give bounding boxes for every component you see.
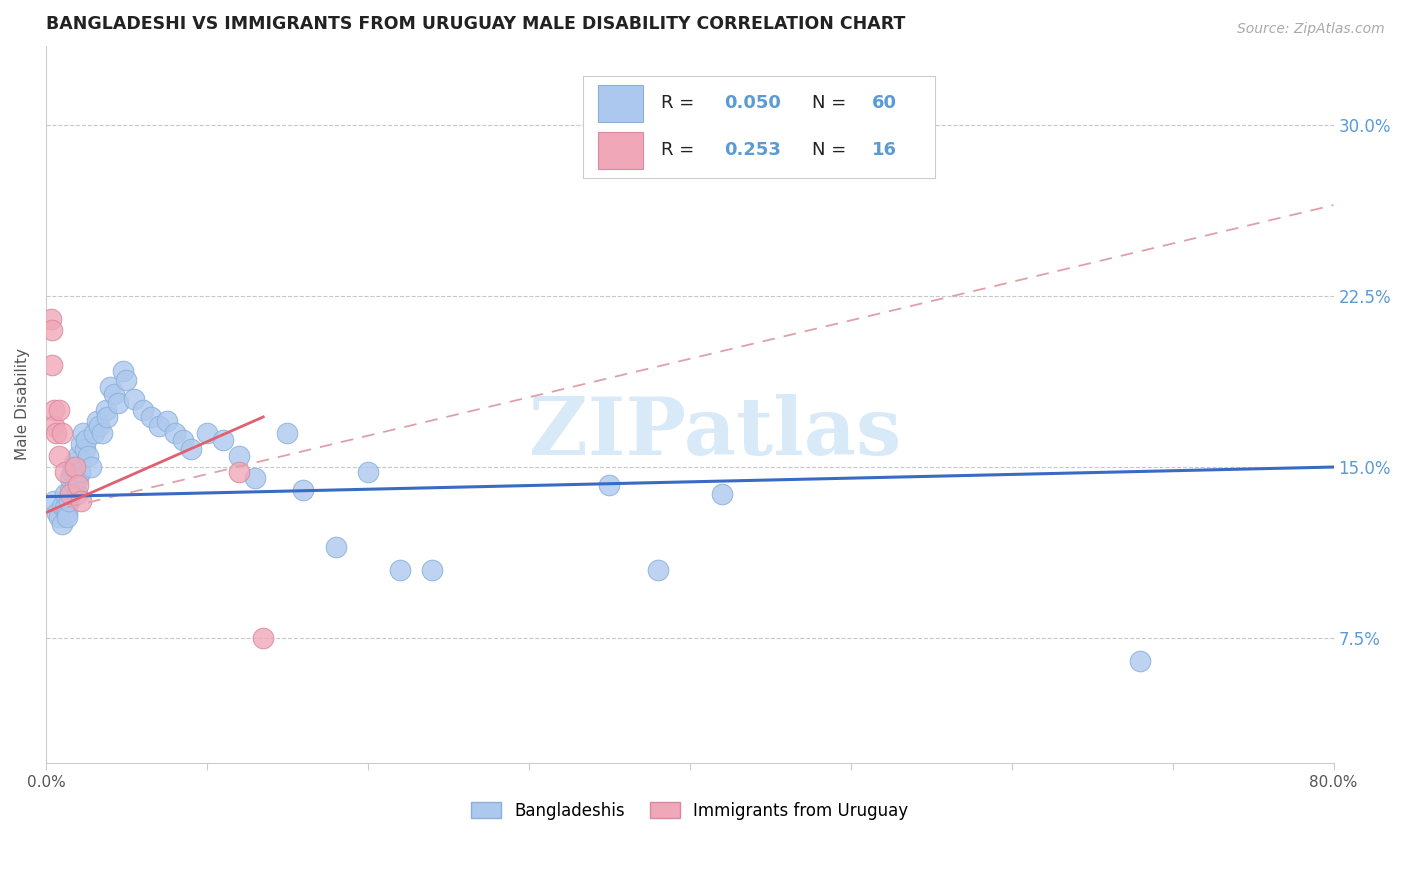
Point <box>163 425 186 440</box>
Point <box>62 460 84 475</box>
Point <box>70 437 93 451</box>
Point <box>51 425 73 440</box>
Point <box>124 392 146 406</box>
Point <box>276 425 298 440</box>
Point <box>389 562 412 576</box>
Point <box>48 449 70 463</box>
Text: N =: N = <box>813 141 852 159</box>
Text: 0.050: 0.050 <box>724 94 780 112</box>
Point <box>41 323 63 337</box>
Point <box>63 460 86 475</box>
Point <box>647 562 669 576</box>
Point <box>70 494 93 508</box>
Point <box>180 442 202 456</box>
Point <box>73 442 96 456</box>
Point <box>292 483 315 497</box>
Point <box>148 419 170 434</box>
Point <box>115 374 138 388</box>
Point <box>245 471 267 485</box>
Point <box>67 449 90 463</box>
Point <box>96 409 118 424</box>
Point <box>75 433 97 447</box>
Point <box>107 396 129 410</box>
Point <box>139 409 162 424</box>
Legend: Bangladeshis, Immigrants from Uruguay: Bangladeshis, Immigrants from Uruguay <box>464 795 915 827</box>
Point <box>598 478 620 492</box>
Point <box>51 516 73 531</box>
Point <box>872 129 894 144</box>
Point <box>1129 654 1152 668</box>
Text: 60: 60 <box>872 94 897 112</box>
Point <box>58 494 80 508</box>
Point <box>48 403 70 417</box>
Point <box>112 364 135 378</box>
Point <box>228 449 250 463</box>
Point <box>76 449 98 463</box>
Point <box>325 540 347 554</box>
Point <box>45 425 67 440</box>
Point <box>56 506 79 520</box>
Bar <box>598 85 644 122</box>
Text: ZIPatlas: ZIPatlas <box>530 394 901 472</box>
Point <box>63 455 86 469</box>
Point <box>94 403 117 417</box>
Text: R =: R = <box>661 94 700 112</box>
Point <box>710 487 733 501</box>
Point <box>60 465 83 479</box>
Point <box>41 358 63 372</box>
Y-axis label: Male Disability: Male Disability <box>15 349 30 460</box>
Point <box>51 499 73 513</box>
Point <box>172 433 194 447</box>
Point <box>39 312 62 326</box>
Point <box>42 403 65 417</box>
Point <box>53 465 76 479</box>
Point <box>53 501 76 516</box>
Point <box>56 510 79 524</box>
Point <box>67 478 90 492</box>
Point <box>80 460 103 475</box>
Text: BANGLADESHI VS IMMIGRANTS FROM URUGUAY MALE DISABILITY CORRELATION CHART: BANGLADESHI VS IMMIGRANTS FROM URUGUAY M… <box>46 15 905 33</box>
Point <box>131 403 153 417</box>
Point <box>63 478 86 492</box>
Point <box>357 465 380 479</box>
Point <box>103 387 125 401</box>
Point <box>69 465 91 479</box>
Point <box>156 415 179 429</box>
Text: R =: R = <box>661 141 700 159</box>
Point <box>86 415 108 429</box>
Point <box>83 425 105 440</box>
Bar <box>598 132 644 169</box>
Text: 16: 16 <box>872 141 897 159</box>
Point <box>98 380 121 394</box>
Text: 0.253: 0.253 <box>724 141 780 159</box>
Point <box>91 425 114 440</box>
Point <box>59 487 82 501</box>
Point <box>228 465 250 479</box>
Point <box>87 419 110 434</box>
Point <box>46 506 69 520</box>
Point <box>67 471 90 485</box>
Text: N =: N = <box>813 94 852 112</box>
Point <box>252 631 274 645</box>
Point <box>48 510 70 524</box>
Point <box>65 487 87 501</box>
Point <box>195 425 218 440</box>
Point <box>53 487 76 501</box>
Point <box>420 562 443 576</box>
Point <box>72 425 94 440</box>
Point <box>59 483 82 497</box>
Point <box>42 419 65 434</box>
Point <box>212 433 235 447</box>
Text: Source: ZipAtlas.com: Source: ZipAtlas.com <box>1237 22 1385 37</box>
Point <box>42 494 65 508</box>
Point <box>59 471 82 485</box>
